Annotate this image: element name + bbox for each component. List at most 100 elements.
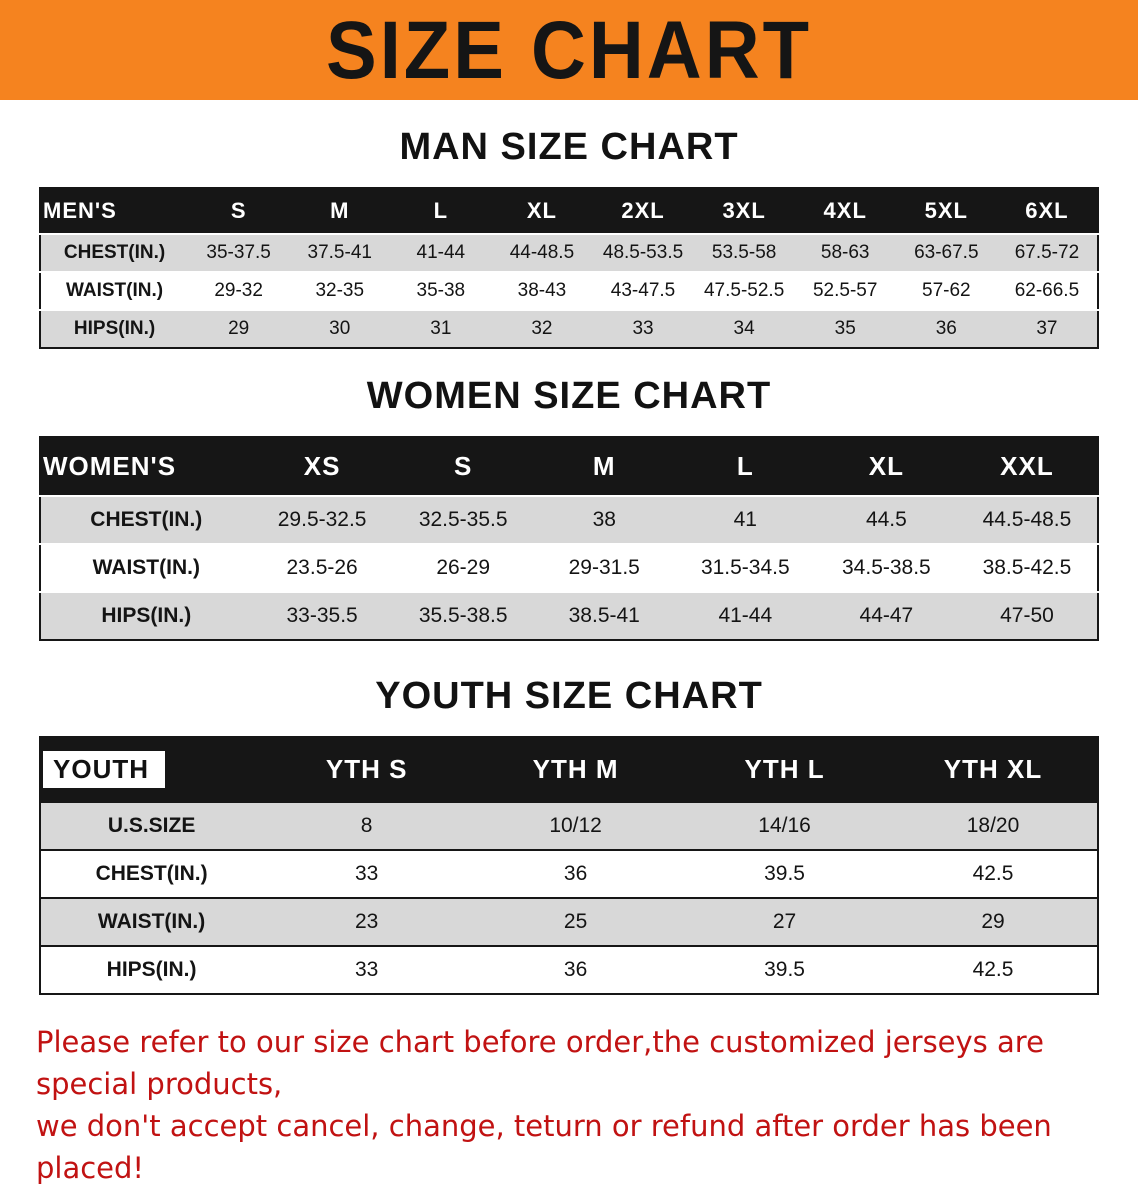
youth-size-column-header: YTH XL xyxy=(889,737,1098,802)
column-header-label: YTH M xyxy=(532,754,619,784)
size-value-cell: 32 xyxy=(531,318,553,339)
women-size-chart-section: WOMEN SIZE CHART WOMEN'S XS S M L XL XXL CHEST(I… xyxy=(0,375,1138,641)
measure-row-label: U.S.SIZE xyxy=(107,814,196,837)
youth-size-column-header: YTH M xyxy=(471,737,681,802)
women-table-title-cell: WOMEN'S xyxy=(40,437,252,496)
size-value-cell: 34 xyxy=(733,318,755,339)
youth-table-title: YOUTH xyxy=(43,751,165,788)
column-header-label: 2XL xyxy=(621,198,665,223)
women-measure-row: WAIST(IN.) 23.5-26 26-29 29-31.5 31.5-34.5 34… xyxy=(40,544,1098,592)
size-value-cell: 33 xyxy=(354,958,379,981)
size-value-cell: 29-32 xyxy=(214,280,263,301)
size-value-cell: 38.5-42.5 xyxy=(982,556,1072,579)
women-measure-row: CHEST(IN.) 29.5-32.5 32.5-35.5 38 41 44.5 44.5… xyxy=(40,496,1098,544)
youth-size-column-header: YTH S xyxy=(262,737,472,802)
men-table-title-cell: MEN'S xyxy=(40,188,189,234)
size-value-cell: 31 xyxy=(430,318,452,339)
charts-container: MAN SIZE CHART MEN'S S M L XL 2XL 3XL 4XL 5XL 6XL C… xyxy=(0,126,1138,995)
men-size-column-header: L xyxy=(390,188,492,234)
men-size-column-header: 2XL xyxy=(592,188,694,234)
column-header-label: M xyxy=(330,198,350,223)
youth-measure-row: HIPS(IN.) 33 36 39.5 42.5 xyxy=(40,946,1098,994)
size-value-cell: 18/20 xyxy=(966,814,1020,837)
men-measure-row: HIPS(IN.) 29 30 31 32 33 34 35 36 37 xyxy=(40,310,1098,348)
size-value-cell: 29 xyxy=(981,910,1005,933)
size-value-cell: 33 xyxy=(632,318,654,339)
size-value-cell: 33 xyxy=(354,862,379,885)
size-value-cell: 39.5 xyxy=(764,958,805,981)
size-value-cell: 47.5-52.5 xyxy=(703,280,785,301)
women-size-column-header: XXL xyxy=(956,437,1098,496)
size-value-cell: 26-29 xyxy=(436,556,491,579)
size-value-cell: 58-63 xyxy=(820,242,870,263)
column-header-label: M xyxy=(592,451,616,481)
column-header-label: YTH L xyxy=(744,754,825,784)
column-header-label: 4XL xyxy=(823,198,867,223)
youth-size-chart-section: YOUTH SIZE CHART YOUTH YTH S YTH M YTH L YTH … xyxy=(0,675,1138,995)
size-value-cell: 57-62 xyxy=(922,280,971,301)
men-section-heading: MAN SIZE CHART xyxy=(399,126,739,168)
men-measure-row: WAIST(IN.) 29-32 32-35 35-38 38-43 43-47.5 47.… xyxy=(40,272,1098,310)
size-value-cell: 23 xyxy=(354,910,379,933)
size-value-cell: 36 xyxy=(563,862,588,885)
women-size-column-header: S xyxy=(392,437,534,496)
size-value-cell: 32.5-35.5 xyxy=(418,508,508,531)
size-value-cell: 38-43 xyxy=(517,280,567,301)
column-header-label: S xyxy=(230,198,247,223)
youth-measure-row: WAIST(IN.) 23 25 27 29 xyxy=(40,898,1098,946)
size-value-cell: 47-50 xyxy=(1000,604,1054,627)
men-table-title: MEN'S xyxy=(43,198,117,223)
youth-size-table: YOUTH YTH S YTH M YTH L YTH XL U.S.SIZE 8 10/12… xyxy=(39,736,1099,995)
size-value-cell: 30 xyxy=(329,318,351,339)
size-value-cell: 29-31.5 xyxy=(568,556,640,579)
women-size-column-header: M xyxy=(533,437,675,496)
women-section-heading: WOMEN SIZE CHART xyxy=(366,375,772,417)
size-value-cell: 62-66.5 xyxy=(1014,280,1080,301)
youth-table-title-cell: YOUTH xyxy=(40,737,263,802)
order-notice: Please refer to our size chart before or… xyxy=(0,1021,1138,1189)
size-value-cell: 39.5 xyxy=(764,862,805,885)
size-value-cell: 48.5-53.5 xyxy=(602,242,684,263)
column-header-label: YTH XL xyxy=(943,754,1043,784)
size-value-cell: 25 xyxy=(563,910,588,933)
size-value-cell: 35-38 xyxy=(416,280,466,301)
measure-row-label: HIPS(IN.) xyxy=(106,958,197,981)
size-value-cell: 38 xyxy=(592,508,616,531)
size-value-cell: 43-47.5 xyxy=(610,280,676,301)
measure-row-label: HIPS(IN.) xyxy=(73,318,156,339)
size-value-cell: 67.5-72 xyxy=(1014,242,1080,263)
size-value-cell: 63-67.5 xyxy=(914,242,979,263)
size-value-cell: 23.5-26 xyxy=(286,556,358,579)
youth-measure-row: U.S.SIZE 8 10/12 14/16 18/20 xyxy=(40,802,1098,850)
column-header-label: L xyxy=(433,198,449,223)
size-value-cell: 44-48.5 xyxy=(509,242,575,263)
size-value-cell: 27 xyxy=(772,910,797,933)
women-table-title: WOMEN'S xyxy=(43,451,177,481)
column-header-label: 5XL xyxy=(924,198,968,223)
column-header-label: XXL xyxy=(1000,451,1054,481)
measure-row-label: CHEST(IN.) xyxy=(90,508,203,531)
banner-title: SIZE CHART xyxy=(326,4,812,96)
men-measure-row: CHEST(IN.) 35-37.5 37.5-41 41-44 44-48.5 48.5… xyxy=(40,234,1098,272)
column-header-label: YTH S xyxy=(325,754,408,784)
men-size-column-header: 3XL xyxy=(693,188,795,234)
size-value-cell: 33-35.5 xyxy=(286,604,358,627)
size-value-cell: 37.5-41 xyxy=(307,242,372,263)
size-value-cell: 29 xyxy=(228,318,250,339)
notice-line-1: Please refer to our size chart before or… xyxy=(36,1025,1044,1102)
measure-row-label: WAIST(IN.) xyxy=(92,556,200,579)
youth-header-row: YOUTH YTH S YTH M YTH L YTH XL xyxy=(40,737,1098,802)
youth-measure-row: CHEST(IN.) 33 36 39.5 42.5 xyxy=(40,850,1098,898)
youth-size-column-header: YTH L xyxy=(680,737,890,802)
women-size-column-header: XS xyxy=(251,437,393,496)
size-value-cell: 10/12 xyxy=(549,814,602,837)
size-chart-banner: SIZE CHART xyxy=(0,0,1138,100)
measure-row-label: WAIST(IN.) xyxy=(97,910,206,933)
men-size-column-header: M xyxy=(289,188,391,234)
men-size-column-header: XL xyxy=(491,188,593,234)
column-header-label: S xyxy=(454,451,473,481)
column-header-label: L xyxy=(736,451,754,481)
size-value-cell: 31.5-34.5 xyxy=(700,556,790,579)
size-value-cell: 37 xyxy=(1036,318,1058,339)
size-value-cell: 35-37.5 xyxy=(206,242,271,263)
